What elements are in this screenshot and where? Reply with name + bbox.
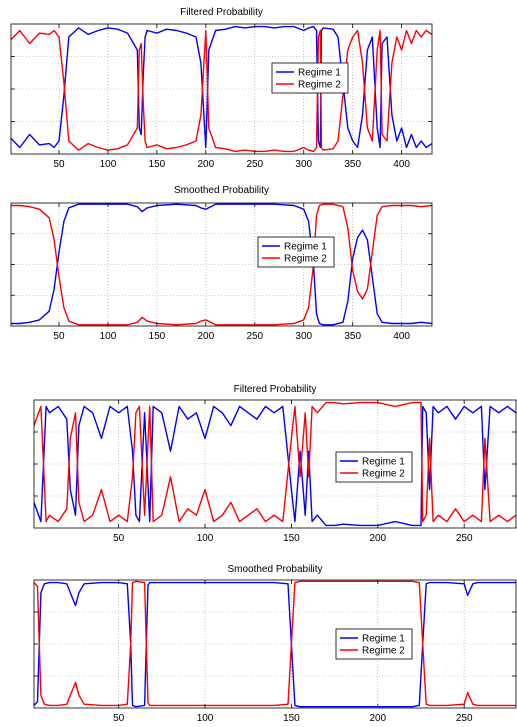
chart-title: Smoothed Probability	[174, 185, 269, 196]
chart-3: Filtered Probability 50 100 150 200 250 Regime…	[33, 384, 517, 544]
x-tick-label: 150	[283, 533, 300, 544]
x-tick-label: 200	[369, 533, 386, 544]
legend-label-regime-1: Regime 1	[362, 457, 405, 468]
legend-box	[271, 62, 349, 94]
series-line-regime-2	[11, 203, 433, 326]
legend-label-regime-2: Regime 2	[284, 254, 327, 265]
x-tick-label: 100	[100, 159, 117, 170]
x-tick-label: 100	[197, 713, 214, 724]
x-tick-label: 250	[456, 713, 473, 724]
series-line-regime-1	[11, 203, 433, 326]
x-tick-label: 400	[393, 331, 410, 342]
x-tick-label: 250	[246, 331, 263, 342]
series-line-regime-2	[33, 580, 516, 707]
x-tick-label: 150	[283, 713, 300, 724]
legend-label-regime-1: Regime 1	[298, 68, 341, 79]
x-tick-label: 50	[113, 533, 125, 544]
x-tick-label: 50	[53, 159, 65, 170]
series-line-regime-1	[33, 581, 516, 708]
chart-4: Smoothed Probability 50 100 150 200 250 Regime…	[33, 564, 517, 724]
legend-label-regime-2: Regime 2	[362, 469, 405, 480]
legend-label-regime-2: Regime 2	[362, 646, 405, 657]
legend-label-regime-1: Regime 1	[284, 242, 327, 253]
series-line-regime-2	[10, 29, 433, 153]
legend-box	[257, 236, 335, 268]
chart-1: Filtered Probability 50 100 150 200 250 300 350…	[10, 7, 433, 170]
x-tick-label: 300	[295, 159, 312, 170]
x-tick-label: 50	[113, 713, 125, 724]
x-tick-label: 50	[53, 331, 65, 342]
x-tick-label: 300	[295, 331, 312, 342]
x-tick-label: 350	[344, 159, 361, 170]
legend-label-regime-1: Regime 1	[362, 634, 405, 645]
x-tick-label: 200	[369, 713, 386, 724]
legend-label-regime-2: Regime 2	[298, 80, 341, 91]
x-tick-label: 200	[197, 159, 214, 170]
chart-title: Smoothed Probability	[227, 564, 322, 575]
chart-2: Smoothed Probability 50 100 150 200 250 300 350…	[10, 185, 433, 342]
x-tick-label: 150	[149, 331, 166, 342]
series-line-regime-1	[10, 25, 433, 149]
x-tick-label: 350	[344, 331, 361, 342]
chart-title: Filtered Probability	[234, 384, 317, 395]
x-tick-label: 100	[197, 533, 214, 544]
legend-box	[335, 451, 413, 483]
legend-box	[335, 628, 413, 660]
x-tick-label: 100	[100, 331, 117, 342]
chart-title: Filtered Probability	[180, 7, 263, 18]
x-tick-label: 400	[393, 159, 410, 170]
x-tick-label: 150	[149, 159, 166, 170]
x-tick-label: 250	[456, 533, 473, 544]
x-tick-label: 200	[197, 331, 214, 342]
x-tick-label: 250	[246, 159, 263, 170]
series-line-regime-2	[33, 401, 517, 523]
series-line-regime-1	[33, 405, 517, 527]
